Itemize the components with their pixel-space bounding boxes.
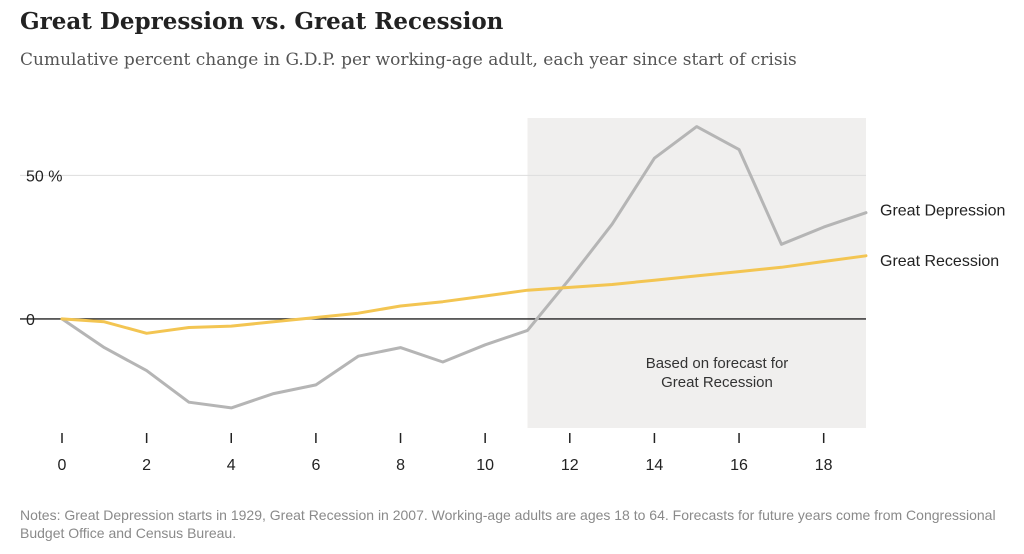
series-label-great-depression: Great Depression xyxy=(880,203,1005,220)
y-tick-label: 0 xyxy=(26,312,35,329)
x-axis: 0 2 4 6 8 10 12 14 16 18 xyxy=(58,433,833,474)
chart-notes: Notes: Great Depression starts in 1929, … xyxy=(20,507,996,541)
series-label-great-recession: Great Recession xyxy=(880,253,999,270)
forecast-annotation-line-2: Great Recession xyxy=(661,374,773,391)
forecast-region-layer xyxy=(527,118,866,428)
series-labels: Great Depression Great Recession xyxy=(880,203,1005,270)
x-tick-label: 8 xyxy=(396,457,405,474)
x-tick-label: 14 xyxy=(646,457,664,474)
y-tick-label: 50 % xyxy=(26,168,62,185)
x-tick-label: 18 xyxy=(815,457,833,474)
x-tick-label: 0 xyxy=(58,457,67,474)
x-tick-label: 4 xyxy=(227,457,236,474)
chart-title: Great Depression vs. Great Recession xyxy=(20,8,504,35)
x-tick-label: 16 xyxy=(730,457,748,474)
x-tick-label: 10 xyxy=(476,457,494,474)
forecast-annotation-line-1: Based on forecast for xyxy=(646,355,789,372)
grid-layer: 0 50 % xyxy=(20,168,866,329)
x-tick-label: 6 xyxy=(311,457,320,474)
x-tick-label: 12 xyxy=(561,457,579,474)
series-line-great-depression xyxy=(60,125,868,410)
series-lines xyxy=(60,125,868,410)
forecast-shaded-region xyxy=(527,118,866,428)
x-tick-label: 2 xyxy=(142,457,151,474)
line-chart: 050 % 0 2 4 6 8 10 12 14 16 18 Great DepressionGr… xyxy=(20,118,1005,474)
series-line-great-recession xyxy=(60,254,868,335)
chart-subtitle: Cumulative percent change in G.D.P. per … xyxy=(20,50,797,70)
